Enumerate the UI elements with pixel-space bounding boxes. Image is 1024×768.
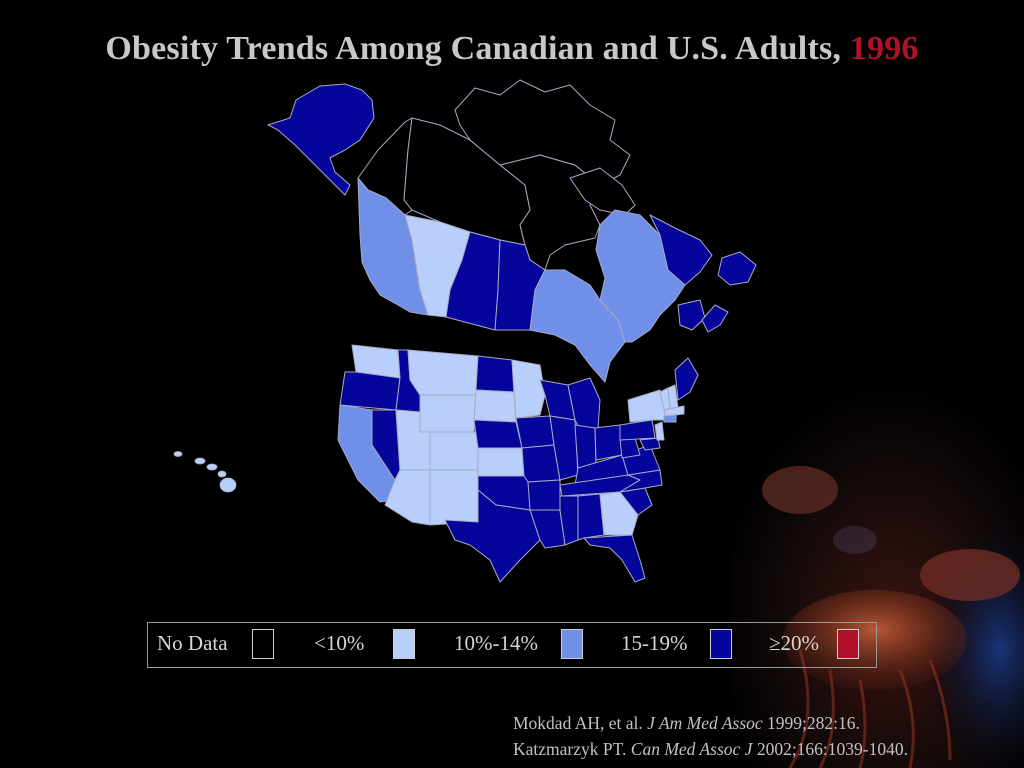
state-colorado xyxy=(429,431,479,471)
state-new-jersey xyxy=(654,421,665,441)
state-massachusetts xyxy=(663,405,685,417)
legend-label-15-19: 15-19% xyxy=(621,631,688,655)
state-maryland xyxy=(639,437,661,451)
legend-swatch-under-10 xyxy=(393,629,415,659)
state-maine xyxy=(674,357,699,401)
state-georgia xyxy=(599,491,639,536)
province-labrador xyxy=(649,214,713,286)
citation-journal: Can Med Assoc J xyxy=(630,739,753,759)
citation-line: Katzmarzyk PT. Can Med Assoc J 2002;166:… xyxy=(513,736,908,762)
province-new-brunswick xyxy=(677,299,706,331)
state-minnesota xyxy=(511,359,546,419)
province-quebec xyxy=(595,209,686,343)
state-iowa xyxy=(515,415,555,449)
legend-label-under-10: <10% xyxy=(314,631,365,655)
state-connecticut xyxy=(663,414,677,423)
citation-line: Mokdad AH, et al. J Am Med Assoc 1999;28… xyxy=(513,710,908,736)
us-states xyxy=(337,344,699,583)
jellyfish-background xyxy=(730,360,1024,768)
legend-swatch-20-plus xyxy=(837,629,859,659)
state-ohio xyxy=(594,424,623,461)
state-montana xyxy=(407,349,479,396)
province-newfoundland xyxy=(717,251,757,286)
state-north-dakota xyxy=(475,355,515,393)
province-bc xyxy=(357,177,429,316)
province-nova-scotia xyxy=(701,304,729,333)
state-hawaii xyxy=(173,451,237,493)
title-main: Obesity Trends Among Canadian and U.S. A… xyxy=(105,30,842,67)
province-ontario xyxy=(529,269,626,383)
state-kansas xyxy=(477,447,525,477)
state-florida xyxy=(583,534,646,583)
canada-provinces xyxy=(357,79,757,383)
state-oregon xyxy=(339,371,401,411)
arctic-islands xyxy=(454,79,631,186)
legend-swatch-no-data xyxy=(252,629,274,659)
state-nebraska xyxy=(473,419,523,449)
legend-label-20-plus: ≥20% xyxy=(769,631,820,655)
citation-details: 2002;166:1039-1040. xyxy=(756,739,908,759)
state-new-mexico xyxy=(429,469,479,526)
citation-journal: J Am Med Assoc xyxy=(647,713,763,733)
citations: Mokdad AH, et al. J Am Med Assoc 1999;28… xyxy=(513,710,908,762)
citation-authors: Katzmarzyk PT. xyxy=(513,739,627,759)
citation-authors: Mokdad AH, et al. xyxy=(513,713,643,733)
state-south-dakota xyxy=(473,389,517,423)
legend-label-10-14: 10%-14% xyxy=(454,631,538,655)
state-arkansas xyxy=(527,479,561,511)
state-illinois xyxy=(549,415,579,481)
baffin-island xyxy=(569,167,636,216)
state-west-virginia xyxy=(619,437,641,459)
state-mississippi xyxy=(559,495,579,546)
state-wyoming xyxy=(419,394,477,433)
legend: No Data <10% 10%-14% 15-19% ≥20% xyxy=(147,622,877,668)
legend-label-no-data: No Data xyxy=(157,631,228,655)
state-louisiana xyxy=(529,509,566,549)
legend-swatch-15-19 xyxy=(710,629,732,659)
state-texas xyxy=(444,489,541,583)
state-alaska xyxy=(266,83,375,196)
page-title: Obesity Trends Among Canadian and U.S. A… xyxy=(0,30,1024,68)
title-year: 1996 xyxy=(849,30,919,67)
state-pennsylvania xyxy=(619,419,656,441)
state-new-york xyxy=(627,389,669,423)
state-alabama xyxy=(577,493,605,541)
citation-details: 1999;282:16. xyxy=(767,713,860,733)
legend-swatch-10-14 xyxy=(561,629,583,659)
state-missouri xyxy=(521,444,561,483)
